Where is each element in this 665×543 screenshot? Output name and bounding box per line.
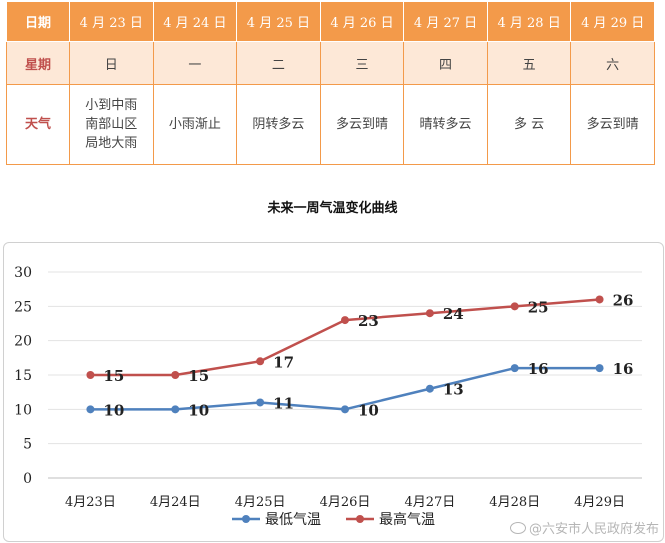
weather-cell: 晴转多云 — [403, 84, 488, 165]
data-point — [425, 384, 434, 393]
row-header-date: 日期 — [6, 1, 70, 42]
y-tick-label: 25 — [14, 299, 32, 315]
forecast-table: 日期 4 月 23 日 4 月 24 日 4 月 25 日 4 月 26 日 4… — [6, 1, 655, 165]
data-point — [425, 309, 434, 318]
weekday-cell: 四 — [403, 41, 488, 85]
data-label: 15 — [188, 367, 209, 385]
x-tick-label: 4月26日 — [320, 495, 371, 510]
weekday-cell: 五 — [486, 41, 572, 85]
weather-cell: 小雨渐止 — [152, 84, 238, 165]
x-tick-label: 4月27日 — [404, 495, 455, 510]
x-tick-label: 4月24日 — [150, 495, 201, 510]
y-tick-label: 10 — [14, 402, 32, 418]
date-cell: 4 月 25 日 — [236, 1, 321, 42]
series-line — [90, 298, 600, 377]
data-point — [341, 405, 349, 414]
x-tick-label: 4月25日 — [235, 495, 286, 510]
weekday-row: 星期 日 一 二 三 四 五 六 — [6, 41, 655, 85]
date-cell: 4 月 26 日 — [319, 1, 405, 42]
weather-cell: 小到中雨 南部山区 局地大雨 — [69, 84, 154, 165]
data-label: 15 — [103, 367, 124, 385]
legend-marker — [356, 515, 364, 523]
data-label: 11 — [273, 394, 294, 412]
watermark-text: @六安市人民政府发布 — [528, 522, 659, 537]
watermark: @六安市人民政府发布 — [509, 518, 659, 537]
data-label: 25 — [528, 298, 549, 316]
data-label: 24 — [443, 305, 464, 323]
data-point — [86, 405, 95, 414]
weekday-cell: 二 — [236, 41, 321, 85]
row-header-weekday: 星期 — [6, 41, 70, 85]
date-cell: 4 月 28 日 — [486, 1, 572, 42]
weather-row: 天气 小到中雨 南部山区 局地大雨 小雨渐止 阴转多云 多云到晴 晴转多云 多 … — [6, 84, 655, 165]
weekday-cell: 六 — [570, 41, 655, 85]
legend-label: 最高气温 — [379, 511, 435, 528]
data-label: 16 — [528, 360, 549, 378]
row-header-weather: 天气 — [6, 84, 70, 165]
data-label: 10 — [188, 401, 209, 419]
data-point — [595, 295, 604, 304]
data-point — [341, 316, 349, 325]
data-label: 10 — [358, 401, 379, 419]
date-row: 日期 4 月 23 日 4 月 24 日 4 月 25 日 4 月 26 日 4… — [6, 1, 655, 42]
x-tick-label: 4月28日 — [489, 495, 540, 510]
data-point — [595, 364, 604, 373]
weather-cell: 阴转多云 — [236, 84, 321, 165]
chart-frame — [3, 242, 664, 542]
data-label: 16 — [613, 360, 634, 378]
weather-cell: 多云到晴 — [319, 84, 405, 165]
data-label: 13 — [443, 381, 464, 399]
data-label: 23 — [358, 312, 379, 330]
data-point — [171, 371, 180, 379]
weather-cell: 多云到晴 — [570, 84, 655, 165]
y-tick-label: 0 — [23, 471, 32, 487]
x-tick-label: 4月23日 — [65, 495, 116, 510]
y-tick-label: 20 — [14, 334, 32, 350]
y-tick-label: 15 — [14, 368, 32, 384]
legend-label: 最低气温 — [265, 512, 321, 528]
legend-marker — [242, 515, 250, 523]
data-point — [256, 357, 265, 366]
y-tick-label: 5 — [23, 437, 32, 453]
data-point — [510, 364, 519, 373]
data-point — [256, 398, 265, 407]
date-cell: 4 月 27 日 — [403, 1, 488, 42]
y-tick-label: 30 — [14, 265, 32, 281]
weekday-cell: 日 — [69, 41, 154, 85]
weekday-cell: 一 — [152, 41, 238, 85]
data-label: 10 — [103, 401, 124, 419]
date-cell: 4 月 29 日 — [570, 1, 655, 42]
data-label: 17 — [273, 353, 294, 371]
data-label: 26 — [613, 291, 634, 309]
data-point — [171, 405, 180, 414]
weekday-cell: 三 — [319, 41, 405, 85]
chart-title: 未来一周气温变化曲线 — [267, 201, 398, 216]
data-point — [510, 302, 519, 311]
weibo-icon — [509, 522, 526, 534]
x-tick-label: 4月29日 — [574, 495, 625, 510]
data-point — [86, 371, 95, 379]
